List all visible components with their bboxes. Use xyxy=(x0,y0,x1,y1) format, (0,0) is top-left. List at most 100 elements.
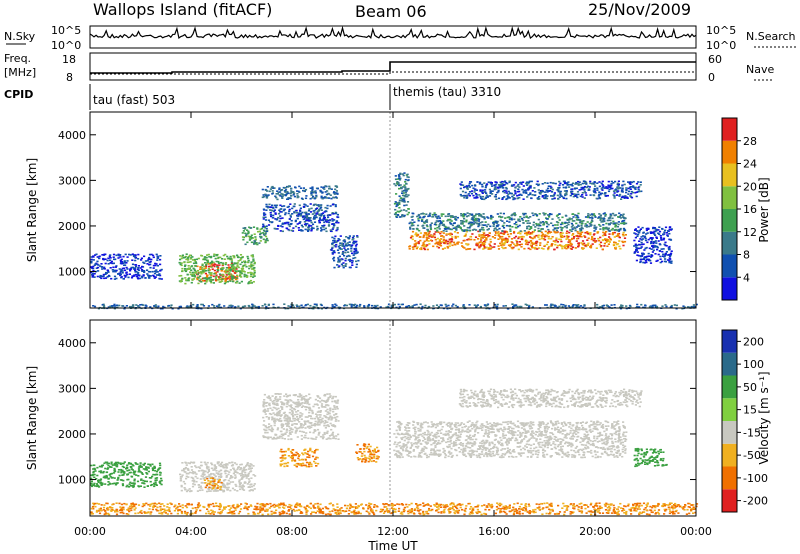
power-cell xyxy=(490,247,493,249)
power-cell xyxy=(153,275,156,278)
power-cell xyxy=(148,276,151,278)
power-cell xyxy=(330,188,333,190)
velocity-cell xyxy=(251,489,254,492)
power-cell xyxy=(656,248,659,251)
power-cell xyxy=(654,253,657,255)
power-cell xyxy=(345,236,348,238)
power-cell xyxy=(427,237,430,239)
power-cell xyxy=(562,186,565,189)
power-cell xyxy=(468,186,471,188)
power-region-11 xyxy=(633,226,673,264)
power-cell xyxy=(403,199,406,202)
power-cell xyxy=(571,234,574,236)
power-cell xyxy=(437,242,440,245)
power-cell xyxy=(450,240,453,243)
power-cell xyxy=(299,209,302,212)
power-cell xyxy=(558,213,561,215)
power-cell xyxy=(472,216,475,218)
power-cell xyxy=(110,277,113,280)
power-cell xyxy=(530,180,533,183)
power-cell xyxy=(560,245,563,247)
power-cell xyxy=(577,243,580,246)
power-cell xyxy=(311,223,315,226)
power-cell xyxy=(305,195,308,197)
power-cell xyxy=(548,213,552,215)
power-cell xyxy=(593,233,596,235)
power-cell xyxy=(577,180,580,183)
power-cell xyxy=(565,226,568,229)
power-cell xyxy=(613,192,616,194)
power-cell xyxy=(316,229,319,231)
power-cell xyxy=(272,216,275,219)
power-cell xyxy=(581,248,584,250)
power-cell xyxy=(652,231,655,234)
velocity-cell xyxy=(226,482,229,484)
power-cell xyxy=(527,241,530,244)
power-cell xyxy=(576,237,579,240)
power-cell xyxy=(501,238,504,241)
power-cell xyxy=(581,220,584,223)
power-cell xyxy=(668,257,671,259)
power-cell xyxy=(614,214,618,216)
power-cell xyxy=(337,252,340,254)
velocity-cell xyxy=(133,482,136,485)
power-cell xyxy=(599,225,602,227)
power-cell xyxy=(579,305,583,307)
power-cell xyxy=(399,197,402,199)
power-cell xyxy=(573,188,577,190)
power-cell xyxy=(253,275,256,277)
power-cell xyxy=(439,244,443,247)
power-cell xyxy=(244,232,247,235)
power-cell xyxy=(154,276,157,278)
power-cell xyxy=(549,305,552,307)
power-cell xyxy=(448,238,451,241)
power-cell xyxy=(561,216,564,219)
power-cell xyxy=(506,239,509,241)
power-cell xyxy=(579,228,582,230)
power-cell xyxy=(569,229,572,231)
power-cell xyxy=(281,205,284,208)
power-cell xyxy=(323,214,326,217)
power-cell xyxy=(336,264,339,266)
power-cell xyxy=(131,305,134,308)
power-cell xyxy=(213,305,216,307)
power-cell xyxy=(667,230,670,232)
velocity-cell xyxy=(190,461,193,464)
power-cell xyxy=(651,251,654,253)
power-cell xyxy=(311,197,314,199)
power-cell xyxy=(559,182,562,185)
power-cell xyxy=(479,190,482,192)
power-cell xyxy=(308,208,311,210)
velocity-cell xyxy=(200,487,203,489)
power-cell xyxy=(482,229,485,231)
power-cell xyxy=(505,231,509,233)
power-cell xyxy=(104,253,107,256)
power-cell xyxy=(187,267,190,269)
power-cell xyxy=(400,199,404,202)
power-cell xyxy=(396,202,399,204)
power-cell xyxy=(337,221,340,224)
power-cell xyxy=(609,216,612,219)
power-cell xyxy=(144,304,147,307)
velocity-cell xyxy=(241,488,244,491)
velocity-cell xyxy=(182,480,185,483)
power-cell xyxy=(101,304,104,306)
power-cell xyxy=(532,214,535,217)
power-cell xyxy=(591,183,594,185)
power-cell xyxy=(570,191,573,194)
power-cell xyxy=(593,191,596,193)
power-cell xyxy=(261,196,264,199)
power-cell xyxy=(574,306,577,309)
velocity-cell xyxy=(189,471,192,474)
power-cell xyxy=(622,196,625,198)
power-cell xyxy=(255,242,258,244)
power-cell xyxy=(526,240,529,242)
power-cell xyxy=(333,237,336,240)
power-cell xyxy=(637,188,640,191)
power-cell xyxy=(581,192,584,194)
power-cell xyxy=(307,213,310,215)
velocity-cell xyxy=(142,468,145,470)
power-cell xyxy=(667,254,671,256)
power-cell xyxy=(487,248,490,250)
power-cell xyxy=(121,262,124,264)
